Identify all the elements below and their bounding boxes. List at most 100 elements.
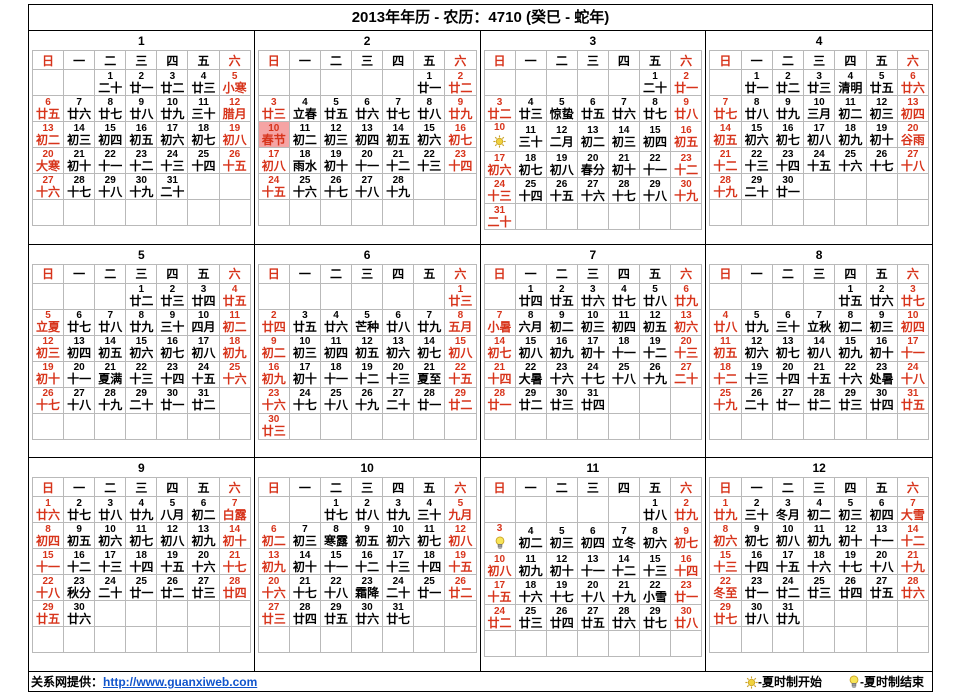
lunar-label: 初七	[518, 162, 543, 177]
lunar-label: 三十	[775, 320, 800, 335]
day-cell: 27 十六	[31, 173, 65, 200]
lunar-label: 十三	[487, 188, 512, 203]
day-cell: 17 初十	[288, 360, 321, 388]
day-number: 11	[813, 523, 825, 535]
lunar-label: 初二	[36, 132, 61, 147]
day-cell: 19 初八	[218, 121, 251, 148]
day-number: 31	[782, 601, 794, 613]
day-cell: 11 初四	[607, 308, 640, 336]
day-cell: 2 廿一	[670, 69, 703, 96]
lunar-label: 廿八	[713, 320, 738, 335]
day-cell	[834, 600, 867, 628]
lunar-label: 廿三	[807, 80, 832, 95]
day-cell	[125, 600, 158, 628]
day-number: 25	[719, 388, 731, 400]
day-number: 29	[844, 388, 856, 400]
day-cell	[670, 630, 703, 658]
lunar-label: 冬至	[713, 585, 738, 600]
day-number: 20	[197, 549, 210, 561]
day-number: 17	[493, 152, 506, 164]
month-table: 日一二三四五六 1 廿一 2 廿二 3 廿三 4 清明 5 廿五 6 廿六 7 廿七 8 廿八 9 廿九 10 三月 11…	[709, 50, 930, 226]
day-cell: 13 初四	[63, 334, 96, 362]
month-number: 1	[138, 34, 145, 48]
day-cell: 3 廿七	[896, 282, 930, 310]
day-cell: 25 十四	[187, 147, 220, 174]
day-cell	[413, 412, 446, 440]
lunar-label: 廿五	[838, 294, 863, 309]
lunar-label: 二十	[487, 214, 512, 229]
lunar-label: 二十	[98, 80, 123, 95]
day-cell: 22 十三	[413, 147, 446, 174]
day-cell: 22 十三	[740, 147, 773, 174]
day-cell: 23 廿一	[670, 578, 703, 606]
weekday-header: 三	[802, 477, 836, 498]
lunar-label: 廿八	[355, 507, 380, 522]
day-cell: 31 廿九	[771, 600, 805, 628]
day-number: 9	[753, 523, 760, 535]
day-cell: 7 立秋	[802, 308, 836, 336]
lunar-label: 初十	[838, 533, 863, 548]
lunar-label: 十三	[643, 563, 668, 578]
lunar-label: 初九	[261, 559, 286, 574]
lunar-label: 十一	[643, 162, 668, 177]
day-cell	[771, 412, 805, 440]
day-cell: 30 廿一	[156, 386, 189, 414]
day-cell: 16 初七	[156, 334, 189, 362]
provider: 关系网提供：http://www.guanxiweb.com	[31, 673, 257, 690]
day-cell: 31 二十	[483, 203, 516, 230]
day-cell: 9 初二	[257, 334, 290, 362]
day-number: 24	[197, 362, 210, 374]
day-cell: 18 雨水	[288, 147, 321, 174]
month-number: 4	[815, 34, 823, 48]
lunar-label: 初四	[98, 132, 123, 147]
lunar-label: 初七	[674, 535, 699, 550]
day-cell	[382, 199, 415, 226]
day-number: 6	[395, 310, 401, 322]
day-cell: 7 廿七	[382, 95, 415, 122]
day-cell: 18 十六	[514, 578, 547, 606]
day-cell: 7 廿六	[63, 95, 96, 122]
day-cell: 28 十九	[709, 173, 742, 200]
day-cell: 27 二十	[382, 386, 415, 414]
day-number: 2	[558, 284, 565, 296]
provider-link[interactable]: http://www.guanxiweb.com	[103, 675, 258, 689]
lunar-label: 十四	[448, 158, 473, 173]
day-number: 22	[454, 362, 466, 374]
day-cell: 31 廿五	[896, 386, 930, 414]
month-table: 日一二三四五六 1 廿五 2 廿六 3 廿七 4 廿八 5 廿九 6 三十 7 立秋 8 初二 9 初三 10 初四 11…	[709, 263, 930, 440]
day-cell: 20 十三	[382, 360, 415, 388]
lunar-label: 十二	[355, 559, 380, 574]
day-cell: 9 初二	[545, 308, 578, 336]
day-cell	[288, 496, 321, 524]
day-cell: 11 三十	[187, 95, 220, 122]
day-cell: 31 廿二	[187, 386, 220, 414]
day-number: 14	[493, 336, 506, 348]
day-cell: 26 十七	[865, 147, 898, 174]
day-cell: 9 初三	[865, 308, 898, 336]
day-cell	[63, 199, 96, 226]
day-number: 5	[169, 497, 176, 509]
lunar-label: 初七	[487, 346, 512, 361]
lunar-label: 初六	[643, 535, 668, 550]
day-cell	[709, 626, 742, 654]
month-number: 12	[812, 461, 826, 476]
day-number: 22	[330, 575, 342, 587]
day-cell: 3 廿五	[288, 308, 321, 336]
day-cell: 24 廿二	[771, 574, 805, 602]
day-cell: 23 秋分	[63, 574, 96, 602]
weekday-header: 四	[156, 477, 189, 498]
lunar-label: 初三	[67, 132, 92, 147]
day-cell	[413, 600, 446, 628]
weekday-header: 一	[288, 477, 321, 498]
day-cell: 7 廿八	[94, 308, 127, 336]
weekday-header: 三	[125, 263, 158, 284]
day-number: 26	[876, 148, 888, 160]
day-cell: 25 廿一	[413, 574, 446, 602]
lunar-label: 廿九	[129, 320, 154, 335]
day-cell	[576, 203, 609, 230]
day-cell: 8 初四	[31, 522, 65, 550]
lunar-label: 十一	[580, 563, 605, 578]
day-number: 13	[73, 336, 85, 348]
lunar-label: 十五	[160, 559, 185, 574]
lunar-label: 廿五	[580, 615, 605, 630]
